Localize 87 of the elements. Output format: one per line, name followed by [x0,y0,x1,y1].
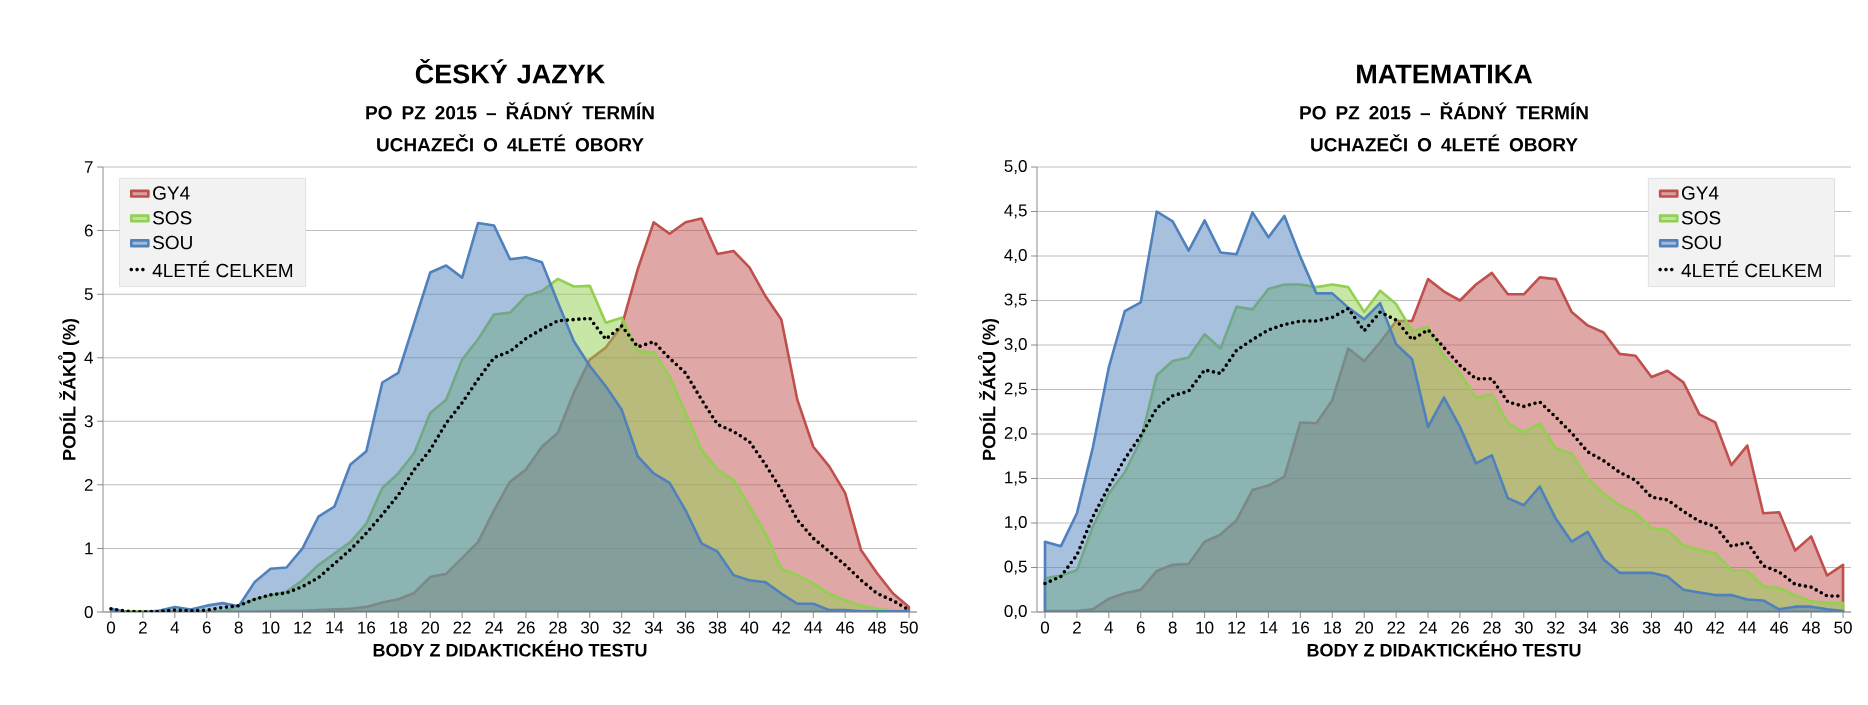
chart-subtitle: PO PZ 2015 – ŘÁDNÝ TERMÍN UCHAZEČI O 4LETÉ OBORY [1300,102,1588,152]
y-tick-label: 1,5 [1005,471,1027,486]
legend-label: SOU [153,235,192,250]
y-axis-title: PODÍL ŽÁKŮ (%) [58,318,80,460]
x-tick-label: 14 [326,621,344,634]
x-tick-label: 40 [1674,621,1693,634]
x-tick-label: 44 [804,621,823,634]
legend-label: SOS [153,211,192,225]
x-tick-label: 20 [421,621,439,634]
y-tick-label: 0 [84,605,93,619]
legend-label: 4LETÉ CELKEM [152,260,293,278]
x-tick-label: 22 [1387,621,1405,634]
x-tick-label: 28 [1483,621,1501,634]
x-tick-label: 12 [294,621,312,634]
x-tick-label: 20 [1355,621,1374,634]
y-tick-label: 5 [84,288,93,301]
y-tick-label: 2,0 [1004,426,1027,442]
x-tick-label: 30 [1515,621,1533,634]
x-tick-label: 42 [1706,621,1724,634]
x-tick-label: 48 [1802,621,1820,634]
x-tick-label: 10 [1196,621,1214,634]
x-tick-label: 6 [202,621,211,634]
x-tick-label: 18 [390,621,407,634]
x-axis-title: BODY Z DIDAKTICKÉHO TESTU [1307,640,1581,657]
x-tick-label: 22 [453,621,471,634]
x-tick-label: 36 [676,621,695,634]
x-tick-label: 30 [581,621,599,634]
y-tick-label: 7 [84,161,93,173]
x-tick-label: 26 [517,621,535,634]
x-tick-label: 10 [262,621,280,634]
y-tick-label: 1 [85,542,93,555]
x-tick-label: 4 [1104,621,1114,634]
y-tick-label: 3,0 [1004,337,1027,353]
y-tick-label: 4 [84,351,93,364]
x-tick-label: 16 [358,621,376,634]
x-tick-label: 14 [1260,621,1278,634]
legend-label: 4LETÉ CELKEM [1681,260,1821,278]
x-tick-label: 42 [772,621,790,634]
y-tick-label: 3 [84,415,93,428]
x-tick-label: 44 [1738,621,1757,634]
x-tick-label: 50 [1834,621,1852,634]
x-tick-label: 16 [1292,621,1310,634]
x-tick-label: 4 [170,621,180,634]
y-tick-label: 0,0 [1004,604,1027,620]
chart-title: MATEMATIKA [1357,64,1533,84]
x-tick-label: 28 [549,621,567,634]
x-axis-title: BODY Z DIDAKTICKÉHO TESTU [373,640,647,657]
x-tick-label: 32 [1546,621,1565,634]
x-tick-label: 8 [234,621,243,634]
x-tick-label: 46 [836,621,854,634]
x-tick-label: 26 [1451,621,1469,634]
x-tick-label: 50 [900,621,918,634]
y-tick-label: 2,5 [1004,382,1027,397]
x-tick-label: 46 [1770,621,1788,634]
x-tick-label: 0 [1040,621,1050,634]
x-tick-label: 6 [1136,621,1145,634]
legend-label: SOS [1681,211,1721,225]
x-tick-label: 32 [612,621,631,634]
chart-title: ČESKÝ JAZYK [415,59,606,84]
x-tick-label: 12 [1228,621,1246,634]
x-tick-label: 40 [740,621,759,634]
y-tick-label: 4,5 [1004,204,1027,219]
x-tick-label: 18 [1324,621,1341,634]
x-tick-label: 34 [644,621,663,634]
y-tick-label: 3,5 [1004,293,1027,308]
y-tick-label: 1,0 [1005,515,1027,531]
legend-label: SOU [1681,235,1721,250]
y-tick-label: 0,5 [1004,560,1027,575]
legend-label: GY4 [1681,186,1719,200]
y-tick-label: 5,0 [1004,159,1027,175]
x-tick-label: 38 [708,621,727,634]
x-tick-label: 24 [1419,621,1438,634]
x-tick-label: 36 [1610,621,1629,634]
legend-label: GY4 [153,186,190,200]
y-tick-label: 2 [84,478,93,491]
x-tick-label: 8 [1168,621,1177,634]
x-tick-label: 2 [1073,621,1081,634]
x-tick-label: 48 [868,621,886,634]
x-tick-label: 24 [485,621,503,634]
chart-subtitle: PO PZ 2015 – ŘÁDNÝ TERMÍN UCHAZEČI O 4LETÉ OBORY [366,102,654,152]
x-tick-label: 38 [1642,621,1661,634]
y-tick-label: 6 [84,224,93,237]
x-tick-label: 34 [1578,621,1597,634]
x-tick-label: 0 [106,621,116,634]
x-tick-label: 2 [139,621,147,634]
y-axis-title: PODÍL ŽÁKŮ (%) [977,318,999,460]
y-tick-label: 4,0 [1004,248,1027,264]
